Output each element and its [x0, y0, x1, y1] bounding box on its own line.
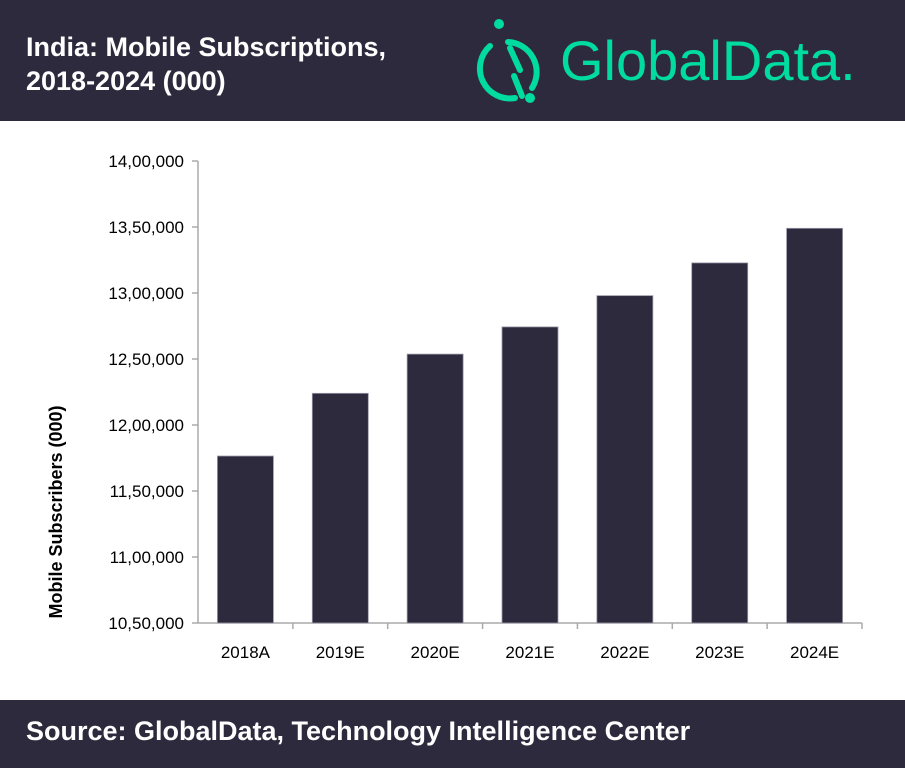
- globaldata-logo: GlobalData.: [476, 19, 856, 103]
- footer-band: Source: GlobalData, Technology Intellige…: [0, 700, 905, 768]
- header-band: India: Mobile Subscriptions, 2018-2024 (…: [0, 0, 905, 121]
- x-tick-label: 2020E: [411, 643, 460, 662]
- source-note: Source: GlobalData, Technology Intellige…: [26, 716, 691, 746]
- y-tick-label: 10,50,000: [108, 614, 184, 633]
- bar-chart: Mobile Subscribers (000) 10,50,000 11,00,…: [46, 152, 863, 662]
- bar-2023E: [691, 262, 749, 624]
- bar-2024E: [786, 227, 843, 624]
- y-tick-label: 13,50,000: [108, 218, 184, 237]
- y-axis-label: Mobile Subscribers (000): [46, 405, 66, 618]
- x-tick-label: 2024E: [790, 643, 839, 662]
- y-tick-label: 14,00,000: [108, 152, 184, 171]
- chart-title: India: Mobile Subscriptions, 2018-2024 (…: [26, 32, 387, 96]
- bar-2020E: [406, 353, 464, 624]
- bar-2021E: [501, 326, 559, 624]
- x-tick-label: 2018A: [221, 643, 271, 662]
- bar-2018A: [217, 455, 274, 624]
- x-tick-label: 2021E: [505, 643, 554, 662]
- x-tick-label: 2019E: [316, 643, 365, 662]
- bar-2022E: [596, 295, 654, 624]
- y-tick-label: 11,50,000: [110, 482, 184, 501]
- y-tick-label: 11,00,000: [110, 548, 184, 567]
- x-tick-label: 2023E: [695, 643, 744, 662]
- y-tick-label: 12,00,000: [108, 416, 184, 435]
- logo-text: GlobalData.: [560, 29, 856, 92]
- y-tick-label: 13,00,000: [108, 284, 184, 303]
- bar-2019E: [311, 392, 369, 624]
- x-tick-label: 2022E: [600, 643, 649, 662]
- y-tick-label: 12,50,000: [108, 350, 184, 369]
